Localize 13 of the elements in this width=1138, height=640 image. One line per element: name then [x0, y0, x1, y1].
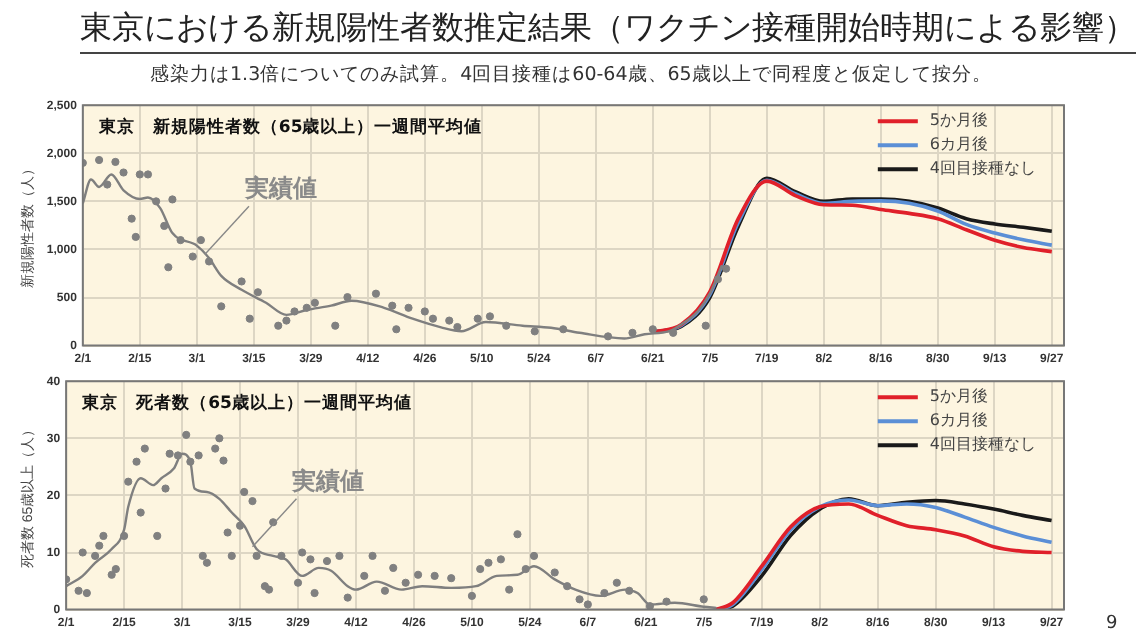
annotation: 東京 新規陽性者数（65歳以上）一週間平均値 [96, 116, 483, 139]
legend-label: 6カ月後 [929, 135, 989, 154]
chart-title: 東京における新規陽性者数推定結果（ワクチン接種開始時期による影響） [80, 8, 1136, 54]
chart-subtitle: 感染力は1.3倍についてのみ試算。4回目接種は60-64歳、65歳以上で同程度と仮定して按分。 [150, 62, 992, 88]
legend-label: 4回目接種なし [929, 435, 1037, 454]
annotation: 東京 死者数（65歳以上）一週間平均値 [80, 392, 412, 415]
legend-label: 4回目接種なし [929, 159, 1037, 178]
legend-label: 5か月後 [929, 387, 989, 406]
legend-label: 6カ月後 [929, 411, 989, 430]
legend-label: 5か月後 [929, 111, 989, 130]
annotation: 実績値 [242, 174, 317, 203]
annotation: 実績値 [290, 467, 365, 496]
text: 9 [1106, 613, 1118, 634]
